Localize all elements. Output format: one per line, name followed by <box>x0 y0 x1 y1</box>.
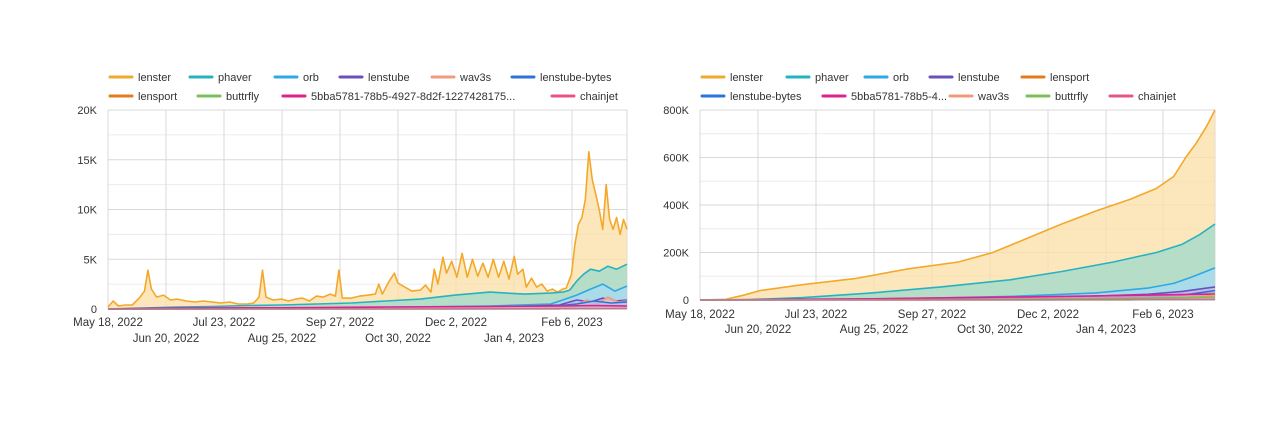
right-legend-item-5bba5781-78b5-4[interactable]: 5bba5781-78b5-4... <box>823 91 947 103</box>
left-legend-item-5bba5781-78b5-4927-8d2f-1227428175[interactable]: 5bba5781-78b5-4927-8d2f-1227428175... <box>283 91 515 103</box>
left-y-tick-label: 20K <box>77 105 97 117</box>
left-grid <box>108 110 627 309</box>
right-legend-item-orb[interactable]: orb <box>865 72 909 84</box>
left-y-tick-label: 5K <box>84 254 98 266</box>
right-x-tick-label: Jun 20, 2022 <box>725 324 792 336</box>
left-series-group <box>108 152 627 309</box>
right-legend-item-buttrfly[interactable]: buttrfly <box>1027 91 1089 103</box>
right-legend-item-lenstube-bytes[interactable]: lenstube-bytes <box>702 91 802 103</box>
right-legend-label: orb <box>893 72 909 84</box>
right-x-tick-label: Dec 2, 2022 <box>1017 309 1079 321</box>
chart-left: 0 5K 10K 15K 20K May 18, 2022 Jun 20, 2022 Jul … <box>0 0 640 431</box>
right-x-tick-label: May 18, 2022 <box>665 309 735 321</box>
right-y-tick-label: 400K <box>663 200 689 212</box>
right-x-tick-label: Oct 30, 2022 <box>957 324 1023 336</box>
chart-right-svg: 0 200K 400K 600K 800K May 18, 2022 Jun 20, 202… <box>640 0 1280 431</box>
left-legend-label: lenstube <box>368 72 410 84</box>
left-y-tick-label: 10K <box>77 205 97 217</box>
right-y-tick-label: 200K <box>663 248 689 260</box>
left-x-tick-label: Sep 27, 2022 <box>306 317 374 329</box>
right-legend-item-wav3s[interactable]: wav3s <box>950 91 1010 103</box>
right-legend-item-chainjet[interactable]: chainjet <box>1110 91 1176 103</box>
left-x-tick-label: Feb 6, 2023 <box>541 317 602 329</box>
right-legend-label: 5bba5781-78b5-4... <box>851 91 947 103</box>
left-legend-item-lenstube-bytes[interactable]: lenstube-bytes <box>512 72 612 84</box>
left-legend-item-phaver[interactable]: phaver <box>190 72 252 84</box>
left-legend-label: lenster <box>138 72 171 84</box>
left-legend-item-lensport[interactable]: lensport <box>110 91 177 103</box>
left-x-tick-label: Dec 2, 2022 <box>425 317 487 329</box>
left-area-lenster <box>108 152 627 309</box>
right-legend-item-lenster[interactable]: lenster <box>702 72 763 84</box>
chart-right: 0 200K 400K 600K 800K May 18, 2022 Jun 20, 202… <box>640 0 1280 431</box>
chart-left-svg: 0 5K 10K 15K 20K May 18, 2022 Jun 20, 2022 Jul … <box>0 0 640 431</box>
left-legend-label: lensport <box>138 91 177 103</box>
right-legend-item-lensport[interactable]: lensport <box>1022 72 1089 84</box>
right-legend-label: phaver <box>815 72 849 84</box>
left-x-tick-label: May 18, 2022 <box>73 317 143 329</box>
left-legend-item-lenster[interactable]: lenster <box>110 72 171 84</box>
left-x-tick-label: Oct 30, 2022 <box>365 333 431 345</box>
right-x-tick-label: Jul 23, 2022 <box>785 309 848 321</box>
right-y-tick-label: 0 <box>683 295 689 307</box>
right-legend-label: lenstube <box>958 72 1000 84</box>
left-legend-item-chainjet[interactable]: chainjet <box>552 91 618 103</box>
right-legend-label: lenster <box>730 72 763 84</box>
left-legend-label: chainjet <box>580 91 618 103</box>
left-legend-label: 5bba5781-78b5-4927-8d2f-1227428175... <box>311 91 515 103</box>
right-y-tick-label: 800K <box>663 105 689 117</box>
right-legend-label: buttrfly <box>1055 91 1089 103</box>
left-legend-label: buttrfly <box>226 91 260 103</box>
right-x-tick-label: Aug 25, 2022 <box>840 324 908 336</box>
right-legend-label: lenstube-bytes <box>730 91 802 103</box>
right-legend-item-phaver[interactable]: phaver <box>787 72 849 84</box>
left-legend-label: orb <box>303 72 319 84</box>
left-legend: lenster phaver orb lenstube wav3s lenstube-by… <box>110 72 618 103</box>
right-x-tick-label: Sep 27, 2022 <box>898 309 966 321</box>
right-x-tick-label: Feb 6, 2023 <box>1132 309 1193 321</box>
left-legend-item-lenstube[interactable]: lenstube <box>340 72 410 84</box>
left-x-tick-label: Jul 23, 2022 <box>193 317 256 329</box>
right-legend-label: lensport <box>1050 72 1089 84</box>
right-legend-item-lenstube[interactable]: lenstube <box>930 72 1000 84</box>
left-legend-label: phaver <box>218 72 252 84</box>
left-x-tick-label: Aug 25, 2022 <box>248 333 316 345</box>
left-legend-item-orb[interactable]: orb <box>275 72 319 84</box>
left-x-tick-label: Jun 20, 2022 <box>133 333 200 345</box>
left-legend-label: lenstube-bytes <box>540 72 612 84</box>
left-y-tick-label: 15K <box>77 155 97 167</box>
left-y-tick-label: 0 <box>91 304 97 316</box>
right-legend: lenster phaver orb lenstube lensport lenstube… <box>702 72 1176 103</box>
left-legend-item-wav3s[interactable]: wav3s <box>432 72 492 84</box>
right-y-tick-label: 600K <box>663 153 689 165</box>
right-x-tick-label: Jan 4, 2023 <box>1076 324 1136 336</box>
left-x-tick-label: Jan 4, 2023 <box>484 333 544 345</box>
right-legend-label: chainjet <box>1138 91 1176 103</box>
left-legend-item-buttrfly[interactable]: buttrfly <box>198 91 260 103</box>
left-legend-label: wav3s <box>459 72 492 84</box>
right-legend-label: wav3s <box>977 91 1010 103</box>
